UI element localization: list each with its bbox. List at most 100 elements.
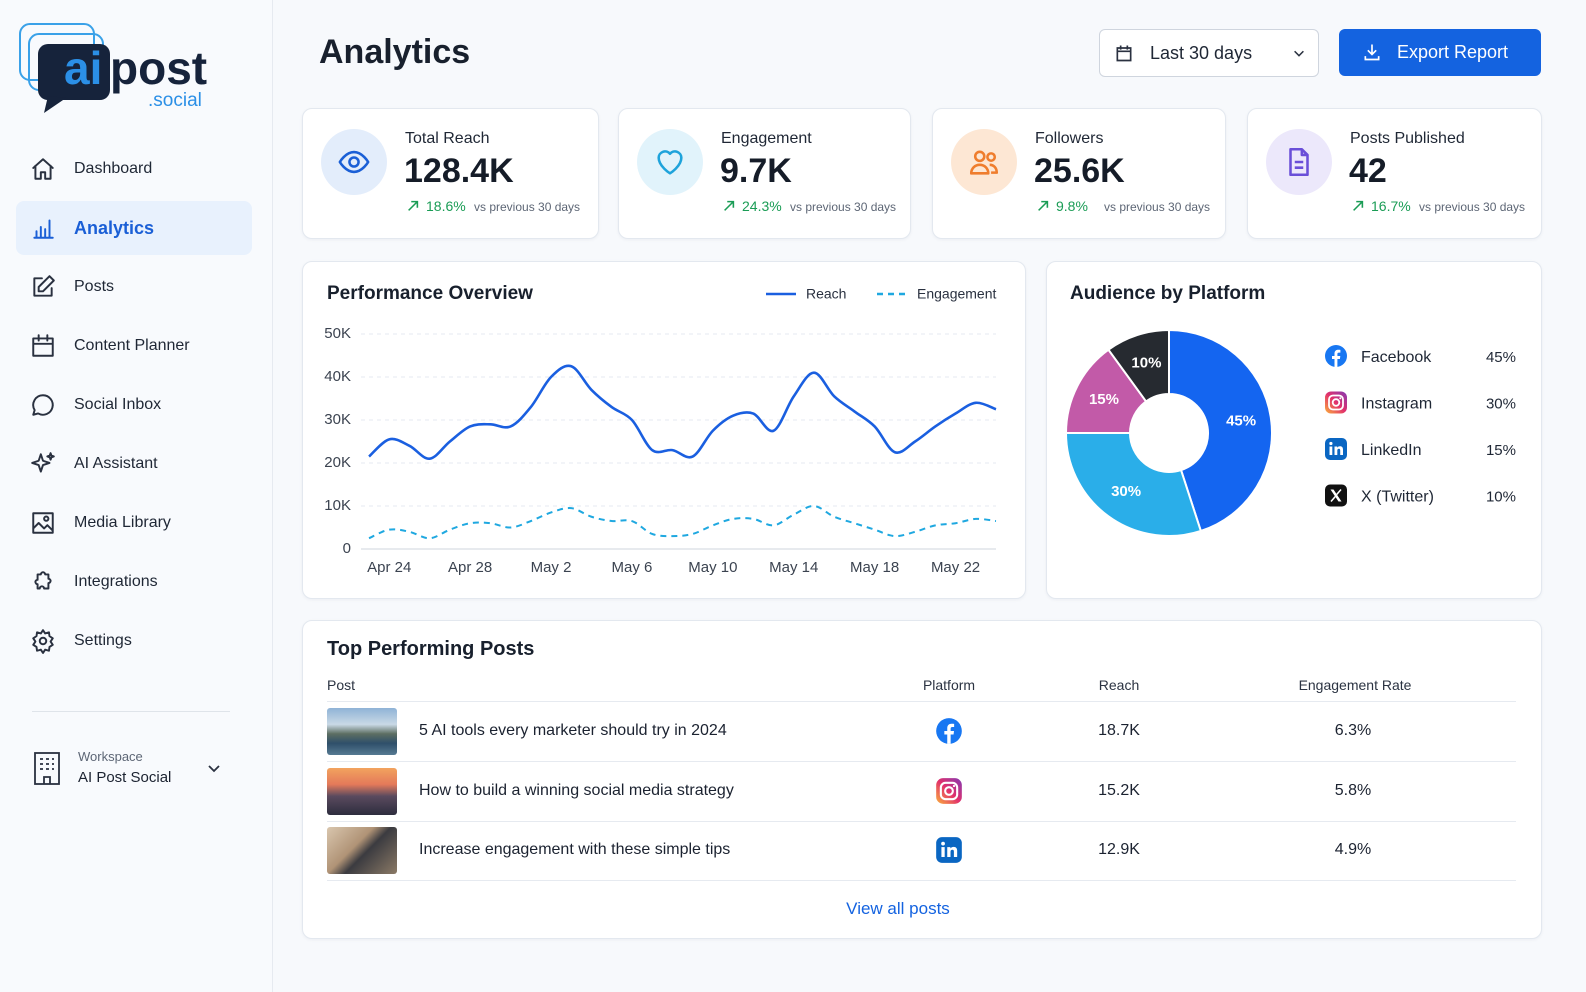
icon-part (941, 841, 945, 846)
kpi-card: Posts Published 42 16.7% vs previous 30 day… (1247, 108, 1542, 239)
icon-part (32, 334, 54, 357)
logo-ai: ai (64, 42, 102, 94)
nav-item[interactable]: Analytics (16, 201, 252, 255)
icon-part (657, 150, 683, 175)
icon-part (37, 275, 55, 293)
chart-title: Performance Overview (327, 283, 533, 304)
page-title: Analytics (319, 33, 471, 71)
x-tick-label: May 2 (531, 559, 572, 576)
slice-label: 45% (1226, 413, 1256, 430)
row-divider (327, 701, 1516, 702)
nav-icon (31, 452, 55, 473)
engagement-cell: 4.9% (1334, 841, 1372, 858)
logo-bubble (38, 44, 110, 100)
nav-item[interactable]: Media Library (16, 496, 252, 550)
kpi-icon-glyph (657, 150, 683, 175)
slice-label: 15% (1089, 391, 1119, 408)
trend-arrow (724, 200, 735, 211)
reach-cell: 18.7K (1098, 722, 1140, 739)
nav-item[interactable]: Content Planner (16, 319, 252, 373)
icon-part (944, 785, 954, 796)
kpi-value: 9.7K (720, 152, 792, 190)
icon-part (32, 394, 54, 416)
icon-part (1329, 446, 1333, 455)
performance-card: Performance Overview 0 10K 20K 30K 40K 50K Apr… (302, 261, 1026, 599)
row-divider (327, 820, 1516, 822)
calendar-icon (1116, 45, 1132, 62)
view-all-link[interactable]: View all posts (846, 899, 950, 918)
icon-part (1330, 489, 1342, 502)
nav-icon (34, 571, 52, 590)
nav-item[interactable]: Social Inbox (16, 378, 252, 432)
icon-part (1353, 200, 1364, 211)
workspace-switcher[interactable]: Workspace AI Post Social (16, 740, 252, 796)
export-button[interactable]: Export Report (1339, 29, 1541, 76)
y-tick-label: 40K (324, 368, 351, 385)
icon-part (1332, 349, 1341, 367)
x-tick-label: Apr 28 (448, 559, 492, 576)
legend-label: X (Twitter) (1361, 489, 1434, 506)
pie-slice (1168, 328, 1273, 533)
icon-part (986, 152, 997, 162)
date-range-select[interactable]: Last 30 days (1099, 29, 1319, 77)
nav-label: Integrations (74, 573, 158, 590)
icon-part (1329, 441, 1333, 446)
nav-label: Posts (74, 278, 115, 295)
logo-suffix: .social (148, 90, 202, 111)
y-tick-label: 20K (324, 454, 351, 471)
post-title[interactable]: Increase engagement with these simple ti… (419, 841, 731, 858)
chevron (1294, 50, 1304, 57)
x-tick-label: Apr 24 (367, 559, 411, 576)
kpi-icon (951, 129, 1017, 195)
logo[interactable]: ai post .social (0, 0, 272, 130)
nav-label: Media Library (74, 514, 171, 531)
y-tick-label: 10K (324, 497, 351, 514)
icon-part (947, 846, 958, 857)
kpi-icon (637, 129, 703, 195)
platform-icon (936, 837, 962, 863)
kpi-note: vs previous 30 days (474, 200, 581, 214)
date-range-label: Last 30 days (1150, 43, 1253, 63)
engagement-cell: 5.8% (1334, 781, 1372, 799)
x-tick-label: May 18 (850, 559, 899, 576)
icon-part (34, 571, 52, 590)
kpi-change: 24.3% (742, 198, 782, 214)
logo-post: post (110, 42, 207, 94)
kpi-label: Posts Published (1350, 130, 1465, 147)
legend-icon (1325, 345, 1347, 367)
performance-chart: Performance Overview 0 10K 20K 30K 40K 50K Apr… (324, 283, 996, 576)
post-title[interactable]: 5 AI tools every marketer should try in … (419, 722, 727, 739)
export-label: Export Report (1397, 42, 1509, 62)
nav-label: Content Planner (74, 337, 190, 354)
row-divider (327, 761, 1516, 762)
row-divider (327, 880, 1516, 881)
post-title[interactable]: How to build a winning social media stra… (419, 781, 734, 799)
reach-cell: 12.9K (1098, 841, 1140, 858)
legend-label: Facebook (1361, 349, 1432, 366)
kpi-card: Followers 25.6K 9.8% vs previous 30 days (932, 108, 1226, 239)
nav-item[interactable]: Integrations (16, 555, 252, 609)
icon-part (208, 765, 220, 773)
kpi-label: Total Reach (405, 130, 490, 147)
icon-part (1294, 50, 1304, 57)
icon-part (969, 163, 990, 175)
nav-item[interactable]: Dashboard (16, 142, 252, 196)
column-header: Platform (922, 677, 976, 693)
nav-item[interactable]: AI Assistant (16, 437, 252, 491)
engagement-cell: 6.3% (1334, 722, 1372, 739)
icon-part (408, 200, 419, 211)
legend-icon (1325, 438, 1347, 460)
icon-part (338, 150, 370, 174)
kpi-value: 42 (1349, 152, 1387, 190)
nav-item[interactable]: Settings (16, 614, 252, 668)
pie-slice (1107, 328, 1170, 403)
nav-item[interactable]: Posts (16, 260, 252, 314)
platform-icon (936, 777, 962, 804)
kpi-icon (1266, 129, 1332, 195)
platform-cell (935, 777, 963, 805)
icon-part (724, 200, 735, 211)
workspace-label: Workspace (78, 749, 143, 764)
nav-icon (32, 394, 54, 416)
